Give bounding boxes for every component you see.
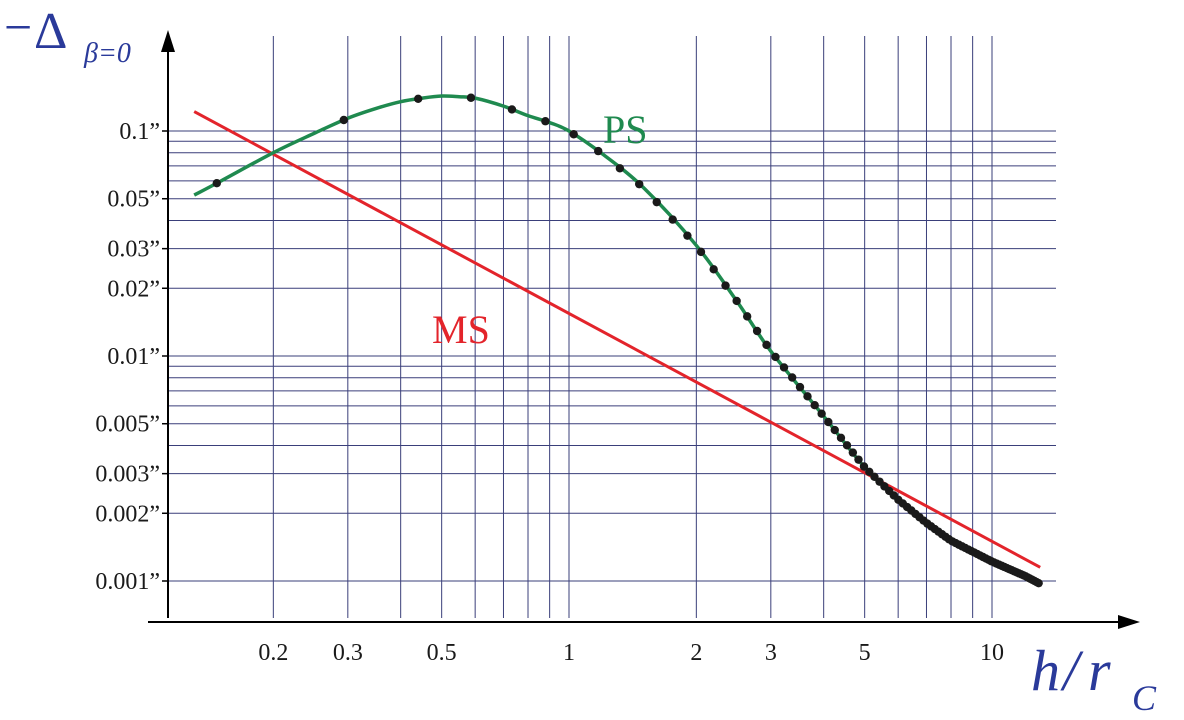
ps-marker-point (817, 409, 826, 418)
y-axis-label: − Δ β=0 (4, 0, 131, 69)
y-axis (161, 30, 175, 618)
ps-marker-point (696, 247, 706, 257)
ps-marker-point (752, 326, 762, 336)
ps-marker-point (732, 296, 741, 306)
y-label-delta: Δ (34, 3, 67, 60)
ps-marker-point (635, 179, 644, 189)
y-tick-label: 0.05” (107, 187, 160, 213)
series-line-ms (193, 110, 1041, 569)
x-label-subscript: C (1132, 678, 1157, 718)
horizontal-gridlines (168, 130, 1056, 582)
ps-marker-point (830, 425, 839, 435)
ps-marker-point (541, 117, 550, 126)
x-axis-label: h / r C (1031, 638, 1157, 718)
x-tick-label: 10 (980, 640, 1004, 666)
x-tick-labels: 0.2 0.3 0.5 1 2 3 5 10 (258, 640, 1004, 666)
ps-marker-point (709, 265, 718, 274)
y-label-sign: − (4, 0, 32, 55)
ps-marker-point (466, 93, 476, 102)
y-tick-label: 0.03” (107, 237, 160, 263)
y-tick-label: 0.005” (95, 412, 160, 438)
ps-marker-point (848, 448, 858, 457)
ps-marker-point (762, 340, 771, 350)
ps-marker-point (787, 373, 797, 382)
y-tick-label: 0.02” (107, 276, 160, 302)
ps-marker-point (779, 363, 789, 372)
y-tick-label: 0.003” (95, 462, 160, 488)
y-tick-label: 0.01” (107, 344, 160, 370)
x-tick-label: 0.3 (333, 640, 363, 666)
ps-marker-point (854, 455, 863, 464)
y-axis-arrow-icon (161, 30, 175, 52)
x-tick-label: 0.2 (258, 640, 288, 666)
x-axis-arrow-icon (1118, 615, 1140, 629)
y-tick-label: 0.002” (95, 501, 160, 527)
ps-marker-point (594, 146, 603, 156)
x-tick-label: 3 (765, 640, 777, 666)
ps-marker-point (668, 215, 677, 224)
ps-marker-point (339, 115, 348, 125)
ps-marker-point (212, 178, 221, 188)
y-tick-labels: 0.1” 0.05” 0.03” 0.02” 0.01” 0.005” 0.003” 0.00… (95, 119, 168, 595)
ps-marker-point (771, 352, 780, 362)
x-tick-label: 2 (690, 640, 702, 666)
ps-marker-point (683, 231, 692, 240)
ps-marker-point (865, 467, 874, 477)
ps-marker-point (824, 417, 833, 427)
ps-marker-point (1034, 578, 1043, 588)
ps-marker-point (615, 164, 625, 173)
ps-marker-point (413, 94, 423, 103)
x-axis (148, 615, 1140, 629)
series-label-ms: MS (432, 307, 490, 352)
ps-marker-point (803, 392, 812, 401)
x-label-slash: / (1060, 638, 1084, 703)
series-label-ps: PS (603, 107, 648, 152)
ps-marker-point (836, 433, 846, 443)
ps-marker-point (795, 382, 805, 392)
y-tick-label: 0.1” (119, 119, 160, 145)
x-tick-label: 0.5 (427, 640, 457, 666)
x-tick-label: 5 (859, 640, 871, 666)
ps-marker-point (810, 400, 819, 410)
x-label-h: h (1031, 638, 1060, 703)
ps-marker-point (842, 441, 852, 450)
ps-marker-point (742, 312, 752, 321)
ps-marker-point (569, 130, 578, 139)
y-tick-label: 0.001” (95, 569, 160, 595)
x-tick-label: 1 (563, 640, 575, 666)
y-label-subscript: β=0 (83, 38, 131, 69)
ps-marker-point (652, 197, 661, 207)
ps-marker-point (507, 105, 517, 114)
ps-marker-point (859, 462, 869, 471)
x-label-r: r (1088, 638, 1111, 703)
ps-markers (212, 93, 1043, 588)
ps-marker-point (721, 281, 730, 290)
vertical-gridlines (272, 36, 993, 618)
